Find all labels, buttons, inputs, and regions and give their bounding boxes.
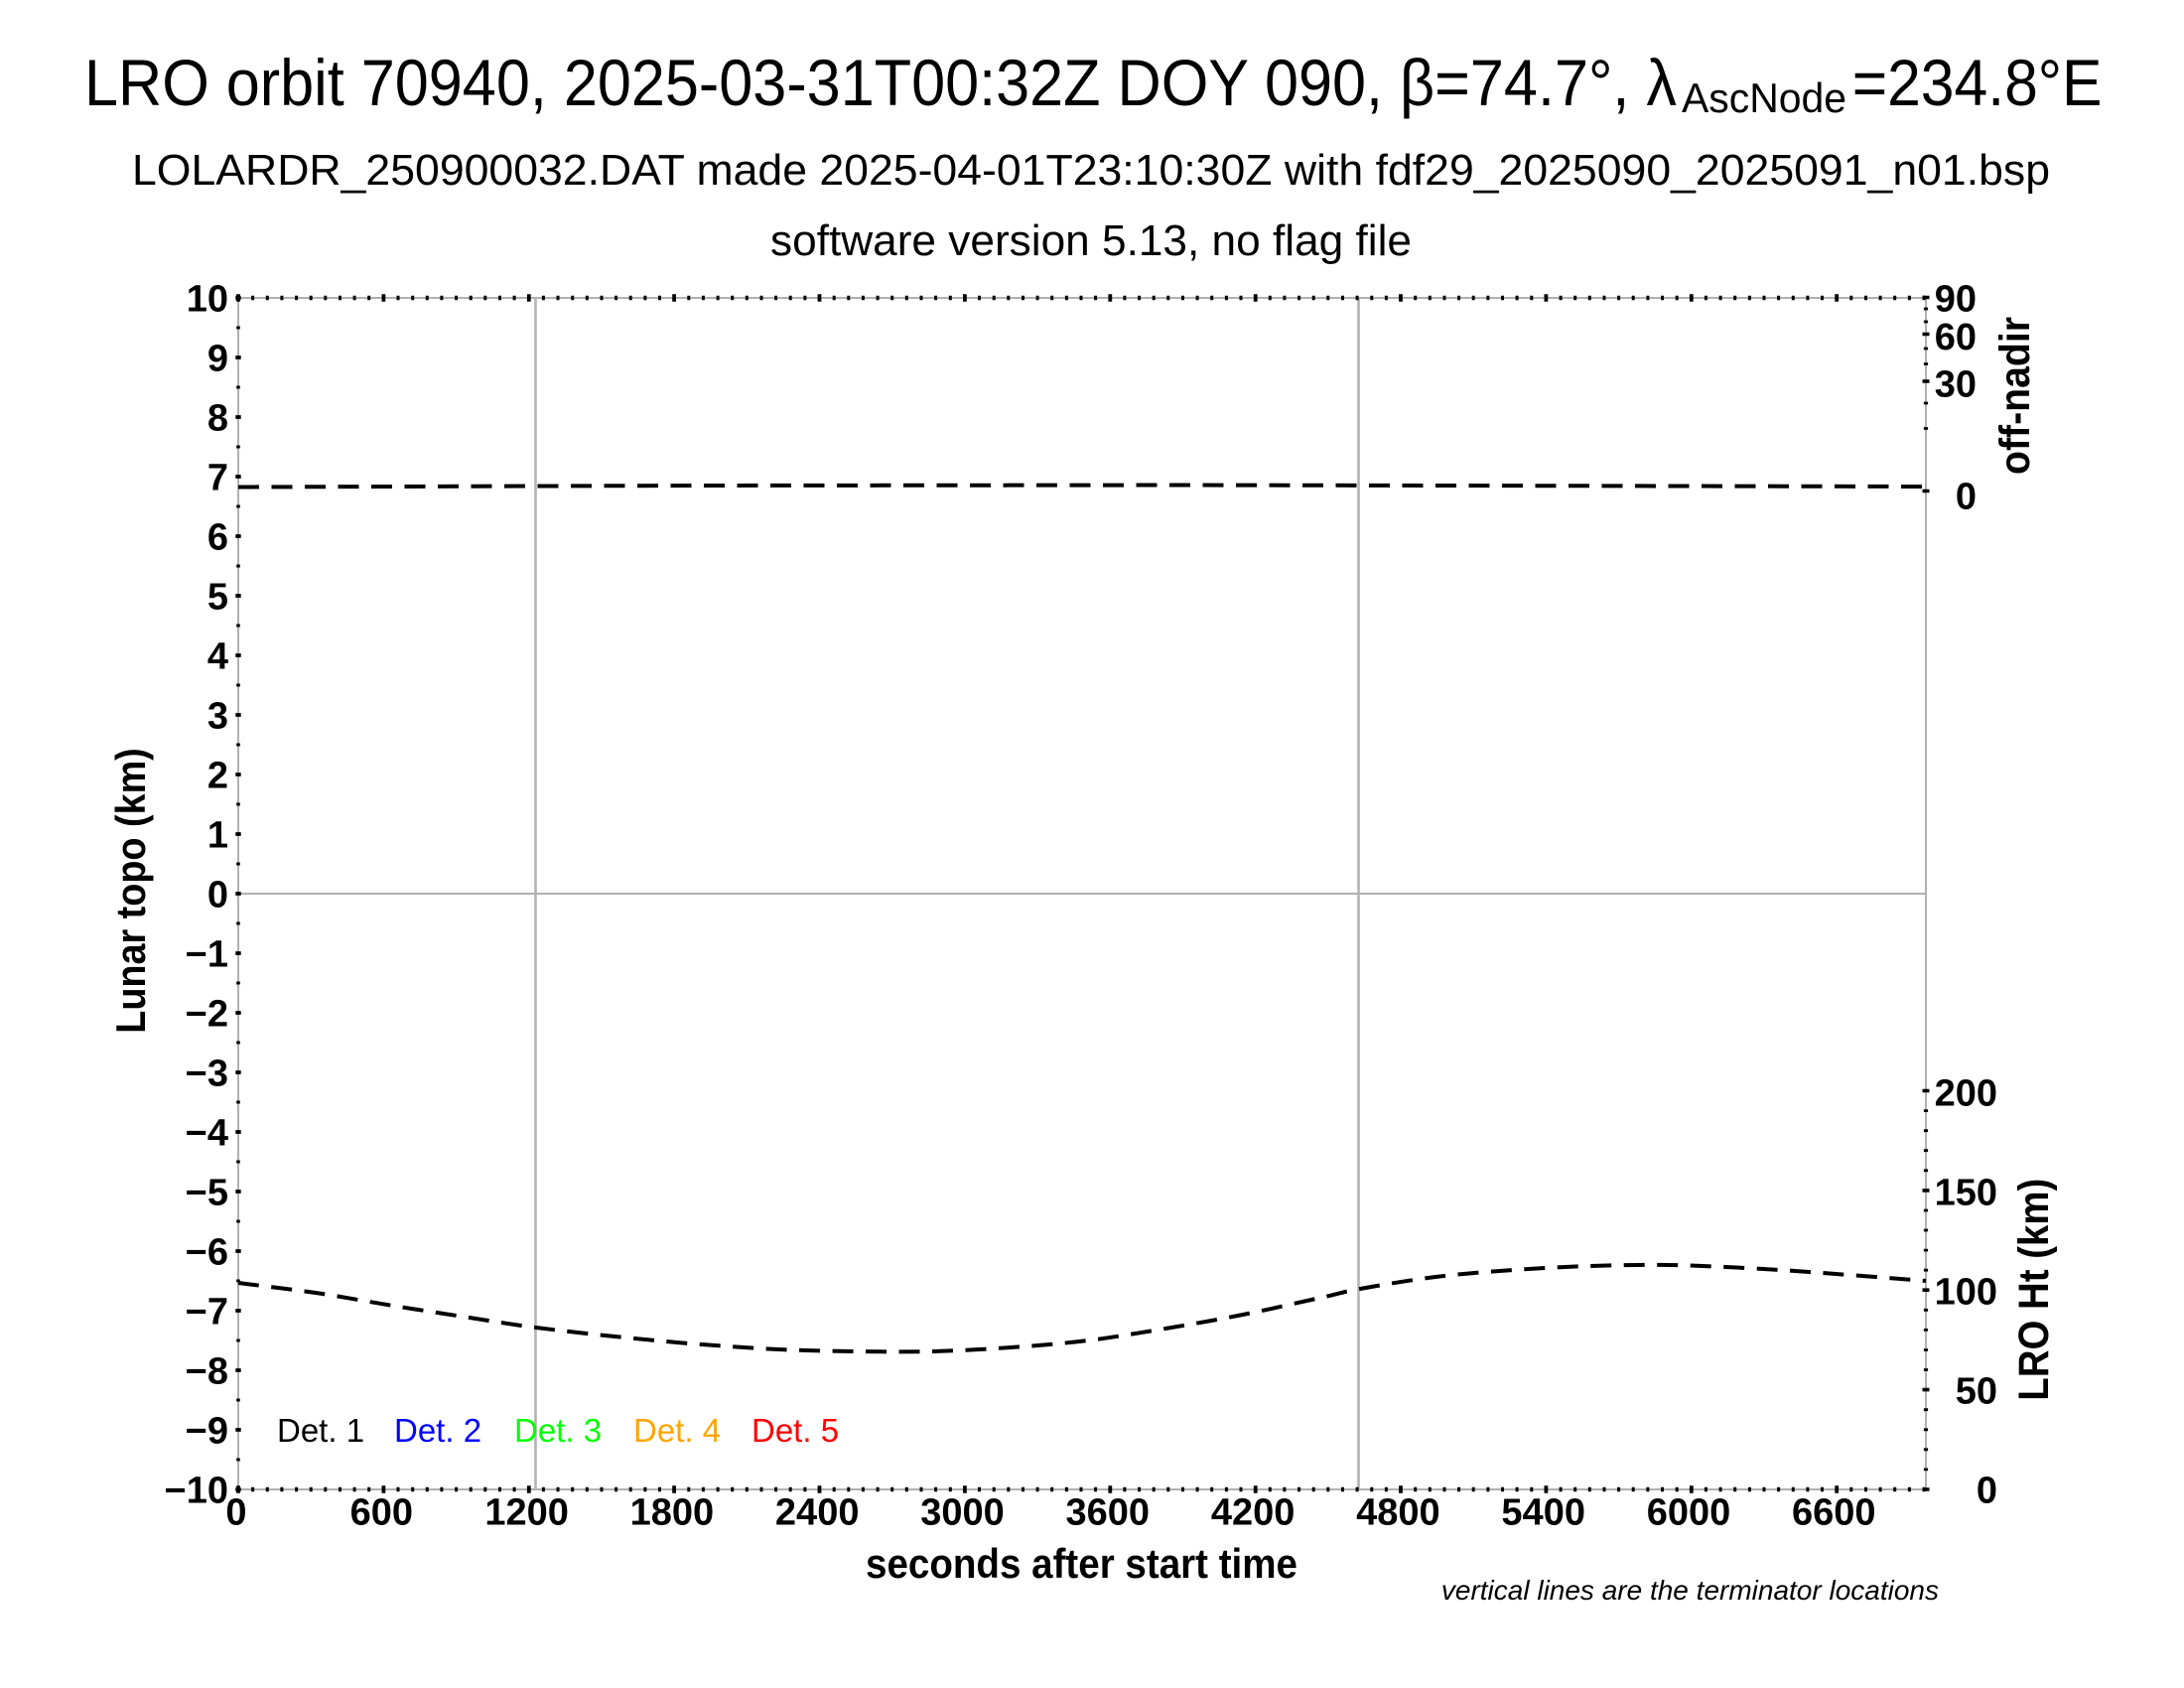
svg-text:software version 5.13, no flag: software version 5.13, no flag file xyxy=(770,216,1412,265)
svg-text:0: 0 xyxy=(225,1492,246,1534)
svg-text:200: 200 xyxy=(1935,1073,1997,1115)
svg-text:LRO Ht (km): LRO Ht (km) xyxy=(2010,1179,2058,1401)
svg-text:LOLARDR_250900032.DAT made 202: LOLARDR_250900032.DAT made 2025-04-01T23… xyxy=(132,146,2050,195)
svg-text:LRO orbit 70940, 2025-03-31T00: LRO orbit 70940, 2025-03-31T00:32Z DOY 0… xyxy=(84,46,1677,119)
svg-text:Lunar topo (km): Lunar topo (km) xyxy=(107,748,154,1034)
svg-text:5400: 5400 xyxy=(1501,1492,1585,1534)
svg-text:30: 30 xyxy=(1935,364,1977,406)
svg-text:Det. 2: Det. 2 xyxy=(394,1412,481,1449)
svg-text:50: 50 xyxy=(1956,1371,1997,1413)
svg-text:90: 90 xyxy=(1935,279,1977,321)
svg-text:−4: −4 xyxy=(186,1113,228,1155)
svg-text:0: 0 xyxy=(207,875,228,916)
svg-text:−3: −3 xyxy=(186,1054,228,1095)
svg-text:100: 100 xyxy=(1935,1272,1997,1314)
svg-text:seconds after start time: seconds after start time xyxy=(866,1540,1297,1587)
svg-text:150: 150 xyxy=(1935,1173,1997,1214)
svg-text:−7: −7 xyxy=(186,1292,228,1334)
svg-text:6600: 6600 xyxy=(1792,1492,1876,1534)
svg-text:600: 600 xyxy=(350,1492,413,1534)
svg-text:vertical lines are the termina: vertical lines are the terminator locati… xyxy=(1441,1575,1939,1606)
svg-text:3000: 3000 xyxy=(920,1492,1005,1534)
svg-text:4200: 4200 xyxy=(1211,1492,1296,1534)
svg-text:=234.8°E: =234.8°E xyxy=(1852,46,2103,119)
svg-text:−2: −2 xyxy=(186,994,228,1036)
svg-text:8: 8 xyxy=(207,398,228,440)
svg-text:6: 6 xyxy=(207,517,228,559)
svg-text:1800: 1800 xyxy=(630,1492,715,1534)
svg-text:Det. 1: Det. 1 xyxy=(277,1412,364,1449)
svg-text:−1: −1 xyxy=(186,934,228,976)
svg-text:2: 2 xyxy=(207,756,228,797)
svg-text:−8: −8 xyxy=(186,1351,228,1393)
svg-text:2400: 2400 xyxy=(775,1492,860,1534)
svg-text:Det. 5: Det. 5 xyxy=(751,1412,839,1449)
svg-text:1200: 1200 xyxy=(484,1492,569,1534)
svg-text:−5: −5 xyxy=(186,1173,228,1214)
svg-text:Det. 4: Det. 4 xyxy=(633,1412,721,1449)
svg-text:4800: 4800 xyxy=(1356,1492,1440,1534)
svg-text:10: 10 xyxy=(187,279,228,321)
svg-text:3600: 3600 xyxy=(1066,1492,1151,1534)
svg-text:1: 1 xyxy=(207,815,228,857)
svg-text:−9: −9 xyxy=(186,1411,228,1453)
svg-text:9: 9 xyxy=(207,339,228,380)
svg-text:7: 7 xyxy=(207,458,228,499)
svg-text:−10: −10 xyxy=(165,1471,228,1512)
svg-text:5: 5 xyxy=(207,577,228,619)
svg-text:off-nadir: off-nadir xyxy=(1991,317,2039,475)
svg-text:AscNode: AscNode xyxy=(1682,74,1846,121)
svg-text:6000: 6000 xyxy=(1647,1492,1731,1534)
svg-text:60: 60 xyxy=(1935,317,1977,358)
svg-text:3: 3 xyxy=(207,696,228,738)
svg-text:4: 4 xyxy=(207,636,228,678)
svg-text:0: 0 xyxy=(1977,1471,1997,1512)
svg-text:Det. 3: Det. 3 xyxy=(514,1412,602,1449)
svg-text:0: 0 xyxy=(1956,477,1977,518)
svg-text:−6: −6 xyxy=(186,1232,228,1274)
